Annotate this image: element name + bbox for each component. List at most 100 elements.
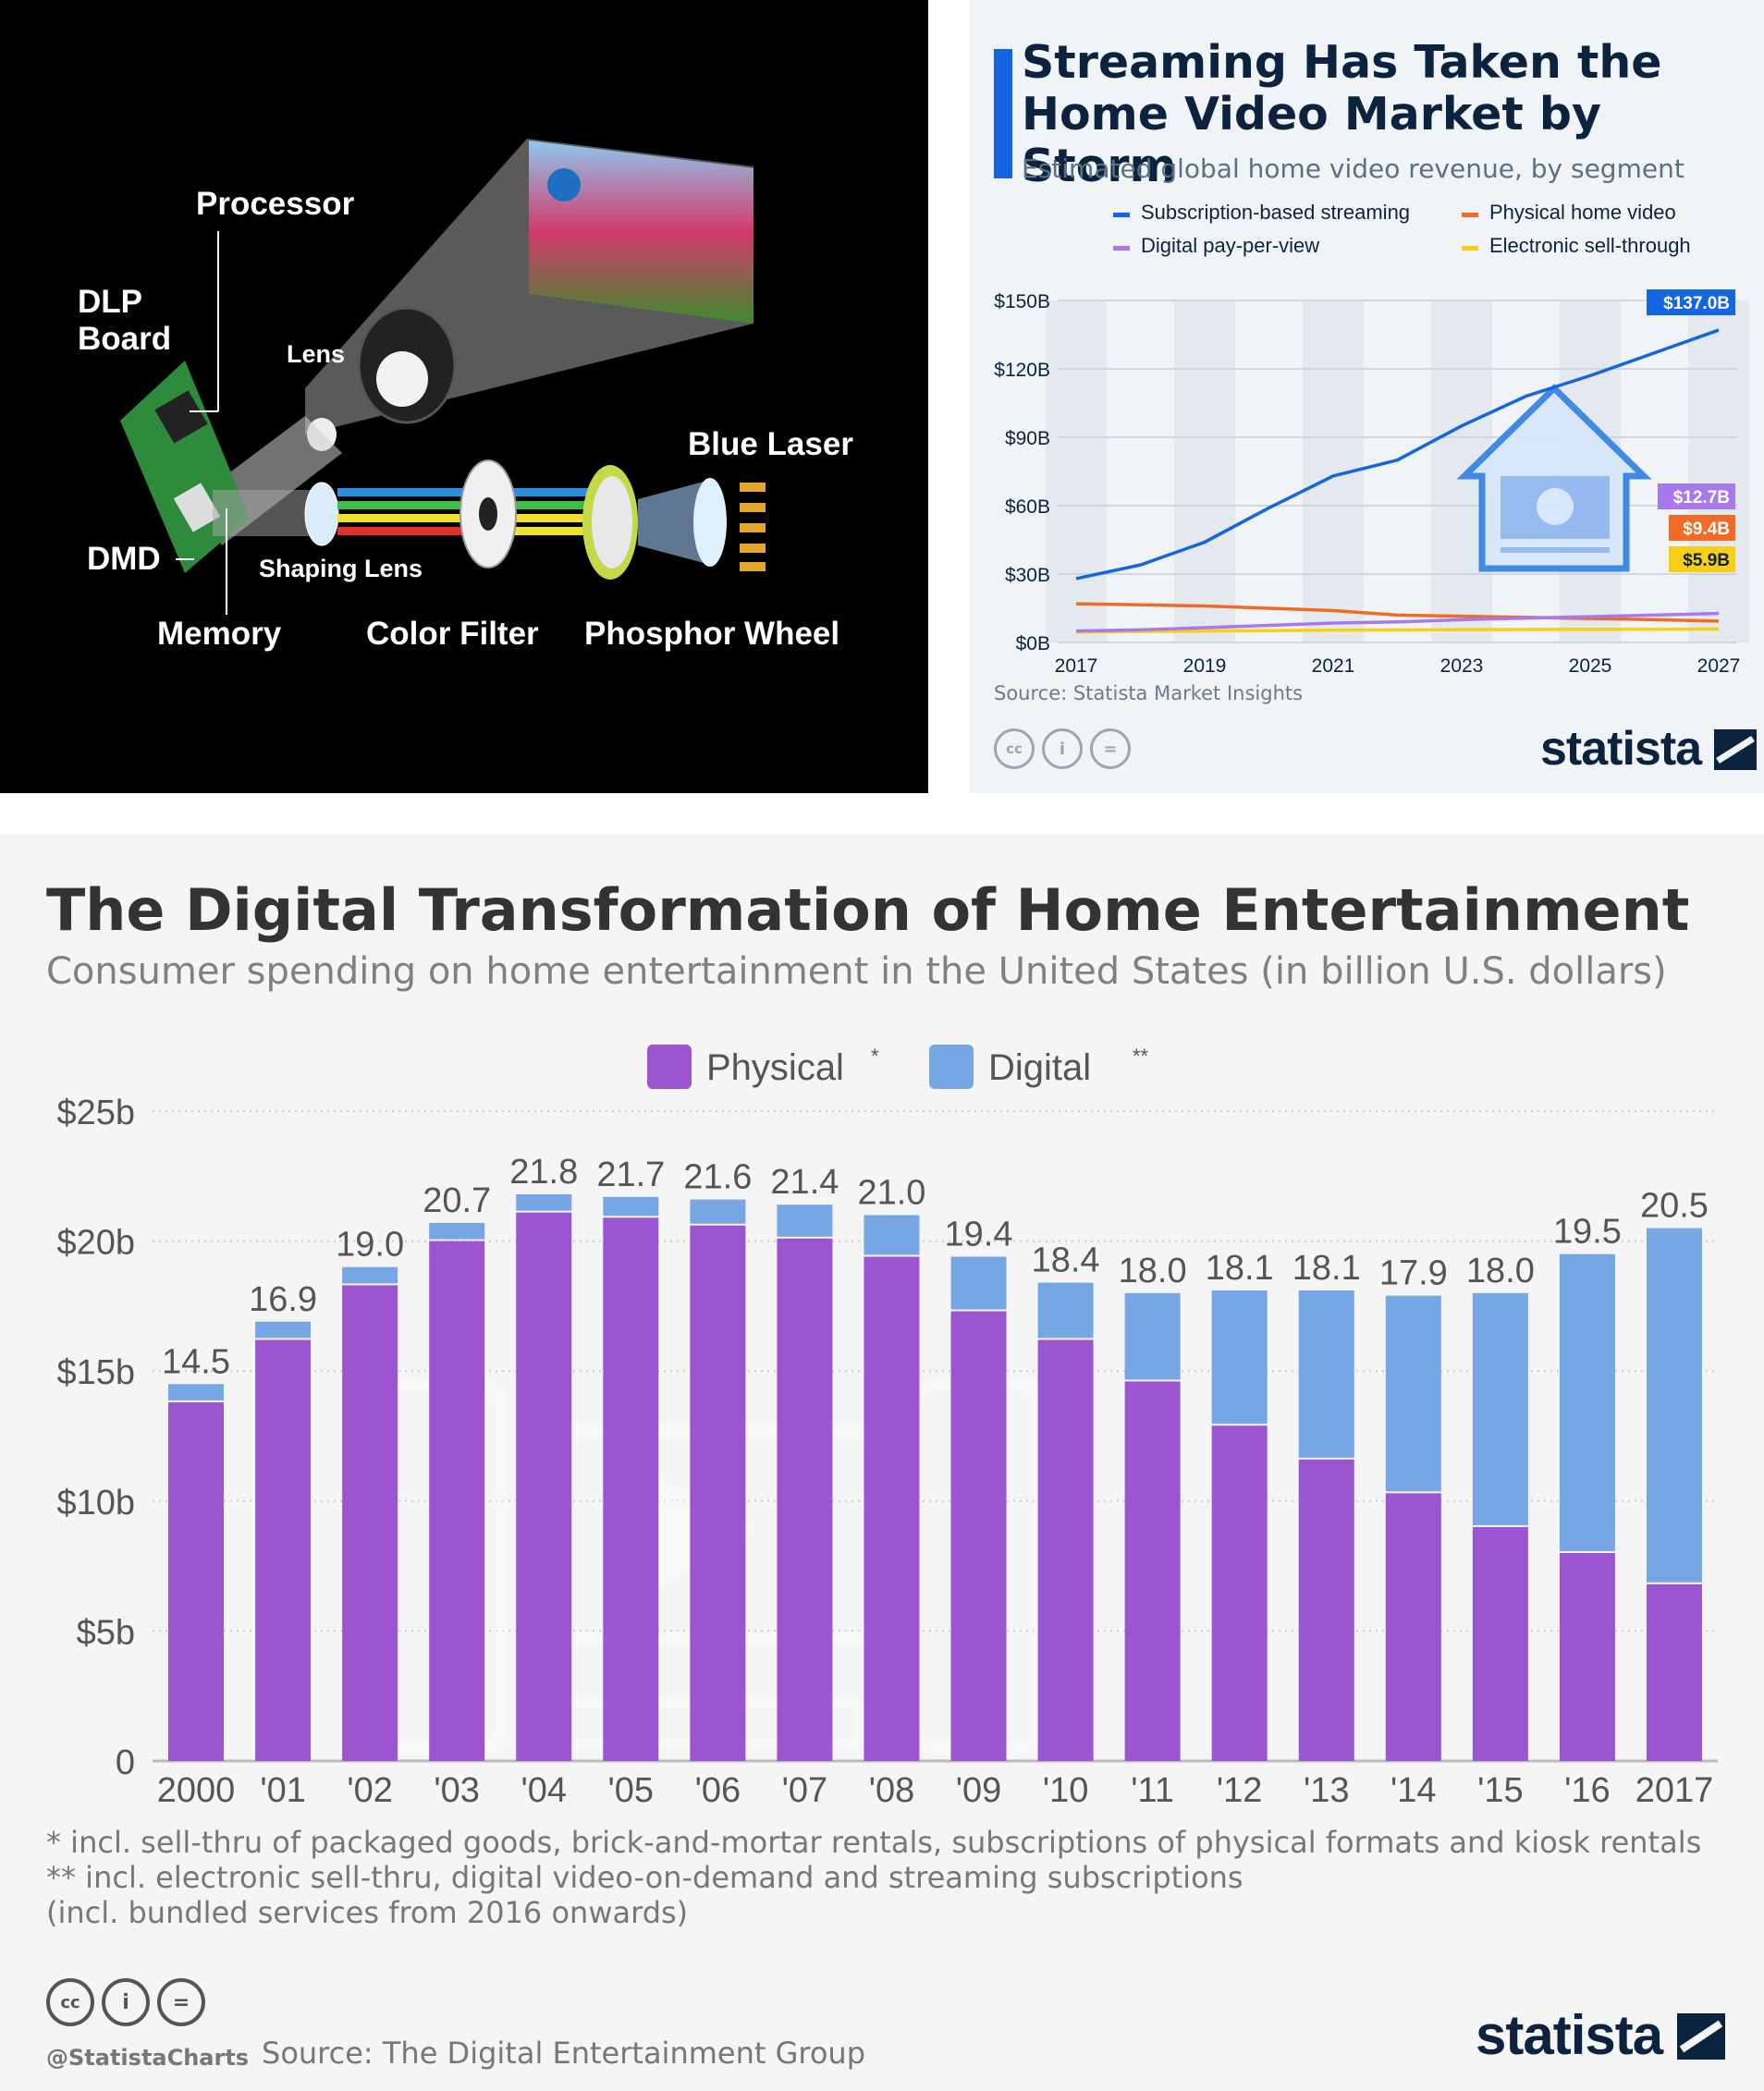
bar-total-label: 18.4 bbox=[1032, 1241, 1100, 1280]
bar-digital bbox=[950, 1256, 1007, 1310]
home-statista-logo: statista bbox=[1476, 2003, 1725, 2067]
bar-physical bbox=[1472, 1526, 1528, 1761]
bar-physical bbox=[1385, 1493, 1441, 1761]
bar-total-label: 16.9 bbox=[249, 1280, 317, 1319]
bar-physical bbox=[603, 1217, 659, 1761]
bar-physical bbox=[516, 1212, 572, 1761]
label-blue-laser: Blue Laser bbox=[688, 426, 853, 462]
bar-physical bbox=[777, 1238, 833, 1761]
bar-physical bbox=[255, 1339, 312, 1761]
x-tick-label: '04 bbox=[521, 1771, 567, 1810]
bar-total-label: 21.0 bbox=[857, 1173, 925, 1212]
bar-digital bbox=[255, 1321, 312, 1339]
x-tick-label: '11 bbox=[1131, 1771, 1174, 1810]
dmd-chip bbox=[173, 483, 221, 532]
bar-total-label: 18.1 bbox=[1292, 1249, 1361, 1288]
end-label-text: $12.7B bbox=[1673, 488, 1730, 507]
legend-label: Digital bbox=[988, 1047, 1091, 1088]
statista-logo-icon bbox=[1713, 729, 1757, 770]
bar-digital bbox=[342, 1266, 398, 1284]
streaming-title: Streaming Has Taken the Home Video Marke… bbox=[1022, 36, 1662, 192]
x-tick-label: '07 bbox=[782, 1771, 828, 1810]
y-tick-label: $120B bbox=[994, 360, 1050, 381]
license-icons: cc i = bbox=[994, 728, 1131, 769]
label-phosphor-wheel: Phosphor Wheel bbox=[584, 616, 839, 652]
bar-digital bbox=[1037, 1282, 1094, 1339]
home-entertainment-panel: The Digital Transformation of Home Enter… bbox=[0, 834, 1764, 2091]
statista-handle: @StatistaCharts bbox=[46, 2045, 250, 2071]
y-tick-label: $5b bbox=[77, 1613, 135, 1652]
processor-chip bbox=[154, 390, 208, 444]
end-label-box bbox=[1647, 289, 1735, 316]
bar-physical bbox=[1124, 1381, 1181, 1761]
x-tick-label: '13 bbox=[1304, 1771, 1350, 1810]
bar-total-label: 14.5 bbox=[162, 1342, 230, 1381]
title-accent-bar bbox=[994, 49, 1012, 178]
column-shade bbox=[1688, 300, 1749, 642]
label-color-filter: Color Filter bbox=[366, 616, 539, 652]
home-title: The Digital Transformation of Home Enter… bbox=[46, 876, 1690, 944]
dlp-diagram: Processor DLP Board Lens DMD Shaping Len… bbox=[78, 139, 853, 652]
series-line bbox=[1075, 602, 1720, 623]
bar-digital bbox=[690, 1199, 746, 1224]
x-tick-label: '03 bbox=[434, 1771, 480, 1810]
dlp-diagram-panel: Processor DLP Board Lens DMD Shaping Len… bbox=[0, 0, 928, 793]
blue-laser-array bbox=[740, 483, 766, 571]
legend-label: Electronic sell-through bbox=[1489, 234, 1691, 257]
bar-total-label: 19.4 bbox=[945, 1215, 1013, 1253]
home-statista-logo-text: statista bbox=[1476, 2004, 1663, 2066]
bar-digital bbox=[516, 1193, 572, 1211]
end-label-text: $137.0B bbox=[1663, 294, 1730, 313]
label-dlp: DLP bbox=[78, 284, 142, 320]
bar-physical bbox=[168, 1401, 225, 1761]
bar-total-label: 18.1 bbox=[1206, 1249, 1274, 1288]
bar-digital bbox=[1472, 1292, 1528, 1525]
x-tick-label: '09 bbox=[956, 1771, 1002, 1810]
y-tick-label: $60B bbox=[1005, 496, 1050, 518]
bar-physical bbox=[1298, 1459, 1354, 1761]
legend-swatch bbox=[929, 1045, 974, 1089]
leader-lines bbox=[176, 231, 227, 615]
laser-lens bbox=[693, 478, 727, 567]
footnote-physical: * incl. sell-thru of packaged goods, bri… bbox=[46, 1825, 1702, 1860]
x-tick-label: 2025 bbox=[1569, 655, 1612, 677]
end-label-text: $9.4B bbox=[1683, 520, 1730, 539]
streaming-source: Source: Statista Market Insights bbox=[994, 682, 1304, 704]
bar-total-label: 20.7 bbox=[423, 1181, 491, 1220]
laser-beam bbox=[638, 481, 707, 564]
x-tick-label: '05 bbox=[608, 1771, 655, 1810]
bar-total-label: 21.8 bbox=[509, 1153, 578, 1192]
series-line bbox=[1075, 611, 1720, 633]
streaming-subtitle: Estimated global home video revenue, by … bbox=[1022, 153, 1684, 184]
label-dmd: DMD bbox=[87, 541, 161, 577]
bar-total-label: 19.0 bbox=[336, 1226, 404, 1265]
legend-swatch bbox=[1462, 246, 1478, 251]
x-tick-label: '12 bbox=[1217, 1771, 1263, 1810]
bar-digital bbox=[1646, 1228, 1702, 1583]
home-license-icons: cc i = bbox=[46, 1978, 205, 2026]
y-tick-label: $10b bbox=[56, 1484, 135, 1522]
x-tick-label: '01 bbox=[260, 1771, 306, 1810]
attribution-icon: i bbox=[1042, 728, 1083, 769]
bar-digital bbox=[864, 1215, 920, 1255]
legend-swatch bbox=[1113, 213, 1130, 217]
bar-total-label: 21.4 bbox=[770, 1163, 839, 1202]
projection-lens bbox=[307, 306, 457, 451]
x-tick-label: 2021 bbox=[1312, 655, 1355, 677]
legend-swatch bbox=[1462, 213, 1478, 217]
projected-image bbox=[529, 141, 753, 324]
end-label-box bbox=[1669, 515, 1735, 541]
x-tick-label: '10 bbox=[1043, 1771, 1089, 1810]
y-tick-label: $0B bbox=[1016, 633, 1050, 654]
legend-footnote-mark: ** bbox=[1133, 1045, 1149, 1068]
statista-logo-text: statista bbox=[1540, 722, 1702, 776]
statista-logo: statista bbox=[1540, 721, 1757, 776]
end-label-text: $5.9B bbox=[1683, 551, 1730, 570]
home-attribution-icon: i bbox=[102, 1978, 150, 2026]
home-statista-logo-icon bbox=[1676, 2013, 1725, 2060]
bar-digital bbox=[1385, 1295, 1441, 1492]
bar-physical bbox=[429, 1241, 485, 1761]
x-tick-label: '06 bbox=[695, 1771, 741, 1810]
bar-digital bbox=[1124, 1292, 1181, 1380]
y-tick-label: $150B bbox=[994, 291, 1050, 312]
